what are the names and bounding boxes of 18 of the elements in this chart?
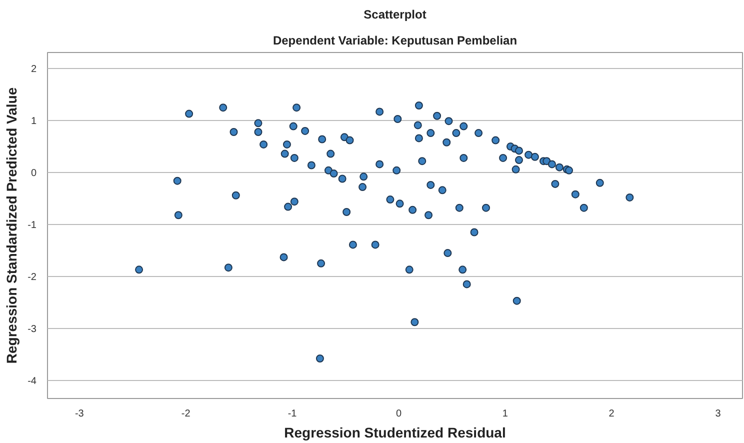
x-tick-label: -1 [288,408,298,420]
x-tick-label: -3 [74,408,84,420]
y-tick-label: -3 [28,324,37,335]
y-tick-label: 1 [30,116,37,128]
y-tick-label: 2 [30,64,37,76]
x-tick-label: 3 [715,408,722,420]
y-tick-label: 0 [30,168,37,180]
chart-subtitle: Dependent Variable: Keputusan Pembelian [272,34,518,48]
y-tick-label: -1 [28,220,37,231]
x-axis-title: Regression Studentized Residual [284,424,506,440]
y-tick-label: -4 [28,376,37,387]
y-axis-title: Regression Standardized Predicted Value [4,87,20,364]
x-tick-label: 2 [608,408,615,420]
x-tick-label: 1 [502,408,508,420]
x-tick-label: -2 [181,408,191,420]
y-tick-label: -2 [28,272,37,283]
x-tick-label: 0 [396,408,402,420]
chart-title: Scatterplot [364,8,426,22]
